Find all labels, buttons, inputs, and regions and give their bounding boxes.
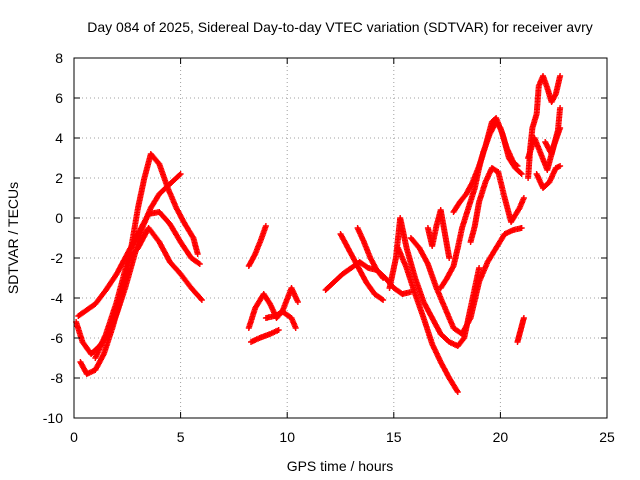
data-point xyxy=(196,261,203,267)
series-arc-15 xyxy=(424,207,453,261)
series-arc-9 xyxy=(322,259,414,297)
series-arc-2 xyxy=(77,151,201,377)
x-tick-label: 25 xyxy=(599,429,615,445)
x-axis: 0 5 10 15 20 25 xyxy=(70,58,615,445)
data-point xyxy=(379,273,386,280)
y-axis-title: SDTVAR / TECUs xyxy=(5,182,21,294)
y-tick-label: -6 xyxy=(51,330,64,346)
y-axis: -10 -8 -6 -4 -2 0 2 4 6 8 xyxy=(43,50,607,426)
data-point xyxy=(446,255,453,261)
series-arc-4 xyxy=(92,225,205,361)
data-point xyxy=(262,223,269,229)
series-arc-18 xyxy=(467,165,527,245)
data-point xyxy=(194,251,201,257)
series-arc-6 xyxy=(245,285,301,331)
data-point xyxy=(557,105,564,111)
series-arc-5 xyxy=(245,223,269,269)
x-tick-label: 10 xyxy=(279,429,295,445)
y-tick-label: -8 xyxy=(51,370,64,386)
data-point xyxy=(380,275,387,281)
series-arc-8 xyxy=(262,309,299,331)
x-tick-label: 5 xyxy=(177,429,185,445)
data-point xyxy=(518,171,525,177)
y-tick-label: 2 xyxy=(55,170,63,186)
data-point xyxy=(176,172,183,178)
x-tick-label: 20 xyxy=(493,429,509,445)
series-arc-3 xyxy=(75,209,203,319)
series-arc-17 xyxy=(450,115,525,215)
x-axis-title: GPS time / hours xyxy=(287,458,394,474)
data-point xyxy=(557,73,564,79)
x-tick-label: 0 xyxy=(70,429,78,445)
series-arc-14 xyxy=(407,225,525,337)
y-tick-label: 0 xyxy=(55,210,63,226)
y-tick-label: 8 xyxy=(55,50,63,66)
y-tick-label: -10 xyxy=(43,410,63,426)
series-arc-23 xyxy=(542,105,564,157)
series-arc-10 xyxy=(337,231,387,303)
y-tick-label: 6 xyxy=(55,90,63,106)
plot-frame xyxy=(73,57,608,419)
data-point xyxy=(520,315,527,321)
data-point xyxy=(476,265,483,271)
data-point xyxy=(198,295,204,302)
y-tick-label: -4 xyxy=(51,290,64,306)
data-points xyxy=(73,73,564,395)
chart-title: Day 084 of 2025, Sidereal Day-to-day VTE… xyxy=(87,19,593,35)
series-arc-13 xyxy=(395,245,461,395)
data-point xyxy=(275,327,282,333)
x-tick-label: 15 xyxy=(386,429,402,445)
data-point xyxy=(520,195,527,201)
data-point xyxy=(454,389,461,395)
series-arc-11 xyxy=(354,225,387,281)
data-point xyxy=(378,296,385,303)
data-point xyxy=(294,299,301,305)
data-point xyxy=(557,163,564,169)
data-point xyxy=(292,325,299,331)
data-point xyxy=(517,170,524,176)
series-arc-19 xyxy=(514,315,527,345)
data-point xyxy=(198,297,205,303)
y-tick-label: -2 xyxy=(51,250,64,266)
data-point xyxy=(195,260,202,267)
data-point xyxy=(380,297,387,303)
y-tick-label: 4 xyxy=(55,130,63,146)
series-arc-22 xyxy=(533,163,564,191)
series-arc-7 xyxy=(248,327,282,345)
data-point xyxy=(177,171,184,177)
data-point xyxy=(518,225,525,231)
